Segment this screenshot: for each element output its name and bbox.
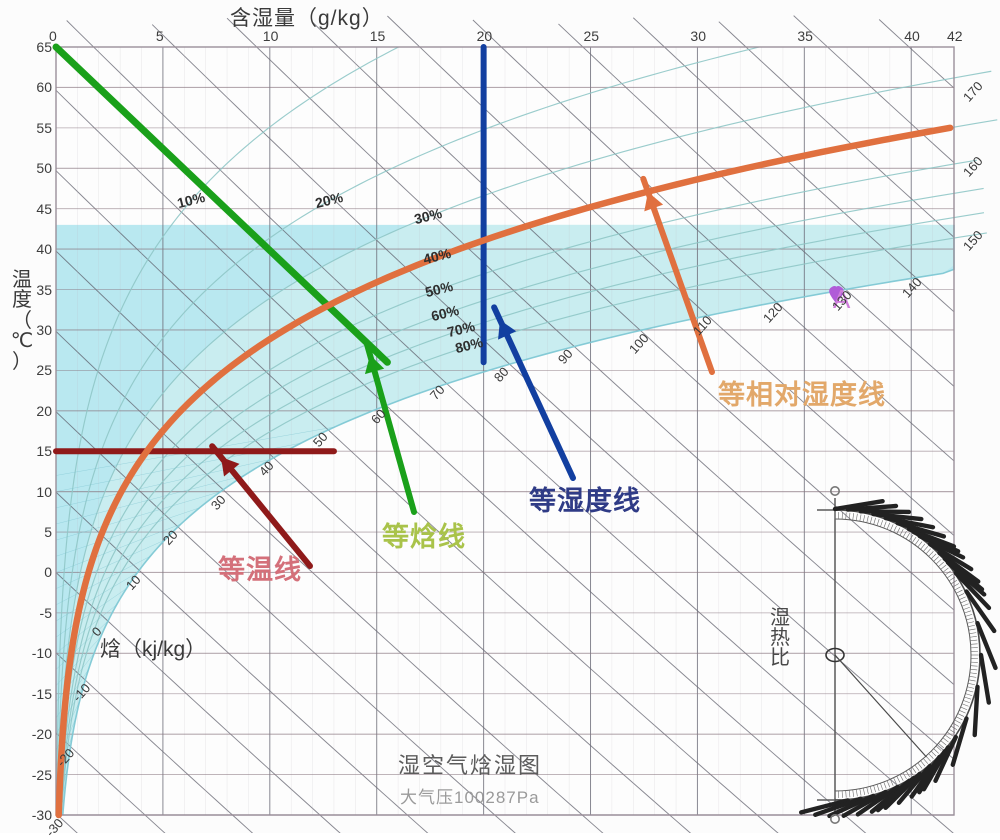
protractor-minor-tick [955,720,961,723]
protractor-minor-tick [968,625,975,626]
y-tick-label: 15 [22,443,52,459]
protractor-minor-tick [956,717,962,720]
x-tick-label: 25 [584,28,600,44]
x-axis-title: 含湿量（g/kg） [230,2,384,32]
protractor-label-char: 热 [770,628,790,648]
protractor-minor-tick [961,707,967,710]
protractor-label-char: 湿 [770,608,790,628]
protractor-minor-tick [955,587,961,590]
y-tick-label: -5 [22,605,52,621]
protractor-minor-tick [962,604,969,607]
annotation-isorh-label: 等相对湿度线 [718,373,886,412]
y-tick-label: -20 [22,726,52,742]
y-tick-label: 0 [22,564,52,580]
protractor-minor-tick [959,710,965,713]
x-tick-label: 10 [263,28,279,44]
protractor-minor-tick [956,590,962,593]
chart-subtitle: 大气压100287Pa [400,783,540,808]
y-tick-label: 25 [22,362,52,378]
x-tick-label: 30 [690,28,706,44]
y-tick-label: 50 [22,160,52,176]
x-tick-label: 35 [797,28,813,44]
y-tick-label: 20 [22,403,52,419]
protractor-minor-tick [965,614,972,616]
annotation-isenthalpic-label: 等焓线 [382,515,466,554]
x-tick-label: 20 [477,28,493,44]
y-tick-label: -15 [22,686,52,702]
protractor-minor-tick [962,704,969,707]
protractor-label-char: 比 [770,648,790,668]
y-tick-label: 5 [22,524,52,540]
y-tick-label: 30 [22,322,52,338]
protractor-minor-tick [969,629,976,630]
protractor-minor-tick [966,690,973,692]
protractor-minor-tick [967,687,974,689]
y-tick-label: 40 [22,241,52,257]
protractor-minor-tick [961,600,967,603]
protractor-minor-tick [970,636,977,637]
y-tick-label: -25 [22,767,52,783]
protractor-minor-tick [969,633,976,634]
protractor-minor-tick [968,683,975,684]
protractor-minor-tick [963,700,970,702]
x-tick-label: 42 [947,28,963,44]
protractor-major-tick [861,511,909,512]
enthalpy-axis-title: 焓（kj/kg） [100,633,206,663]
protractor-minor-tick [970,673,977,674]
y-tick-label: 45 [22,201,52,217]
protractor-minor-tick [970,669,977,670]
protractor-major-tick [975,687,978,735]
protractor-minor-tick [965,694,972,696]
annotation-isohumidity-label: 等湿度线 [529,479,641,518]
y-tick-label: 35 [22,282,52,298]
y-tick-label: 10 [22,484,52,500]
protractor-minor-tick [964,611,971,613]
chart-title: 湿空气焓湿图 [398,748,542,780]
protractor-minor-tick [966,618,973,620]
y-tick-label: 65 [22,39,52,55]
protractor-minor-tick [971,644,978,645]
protractor-minor-tick [969,676,976,677]
x-tick-label: 15 [370,28,386,44]
x-tick-label: 40 [904,28,920,44]
protractor-minor-tick [969,680,976,681]
protractor-bottom-dot [831,815,839,823]
y-tick-label: -30 [22,807,52,823]
x-tick-label: 5 [156,28,164,44]
annotation-isotherm-label: 等温线 [218,548,302,587]
protractor-minor-tick [959,597,965,600]
protractor-major-tick [981,655,989,703]
protractor-minor-tick [963,607,970,609]
protractor-minor-tick [971,666,978,667]
protractor-minor-tick [958,593,964,596]
protractor-minor-tick [967,622,974,624]
y-tick-label: 55 [22,120,52,136]
protractor-label: 湿热比 [770,608,790,668]
y-tick-label: -10 [22,645,52,661]
protractor-minor-tick [970,640,977,641]
y-tick-label: 60 [22,79,52,95]
protractor-minor-tick [958,714,964,717]
protractor-minor-tick [964,697,971,699]
